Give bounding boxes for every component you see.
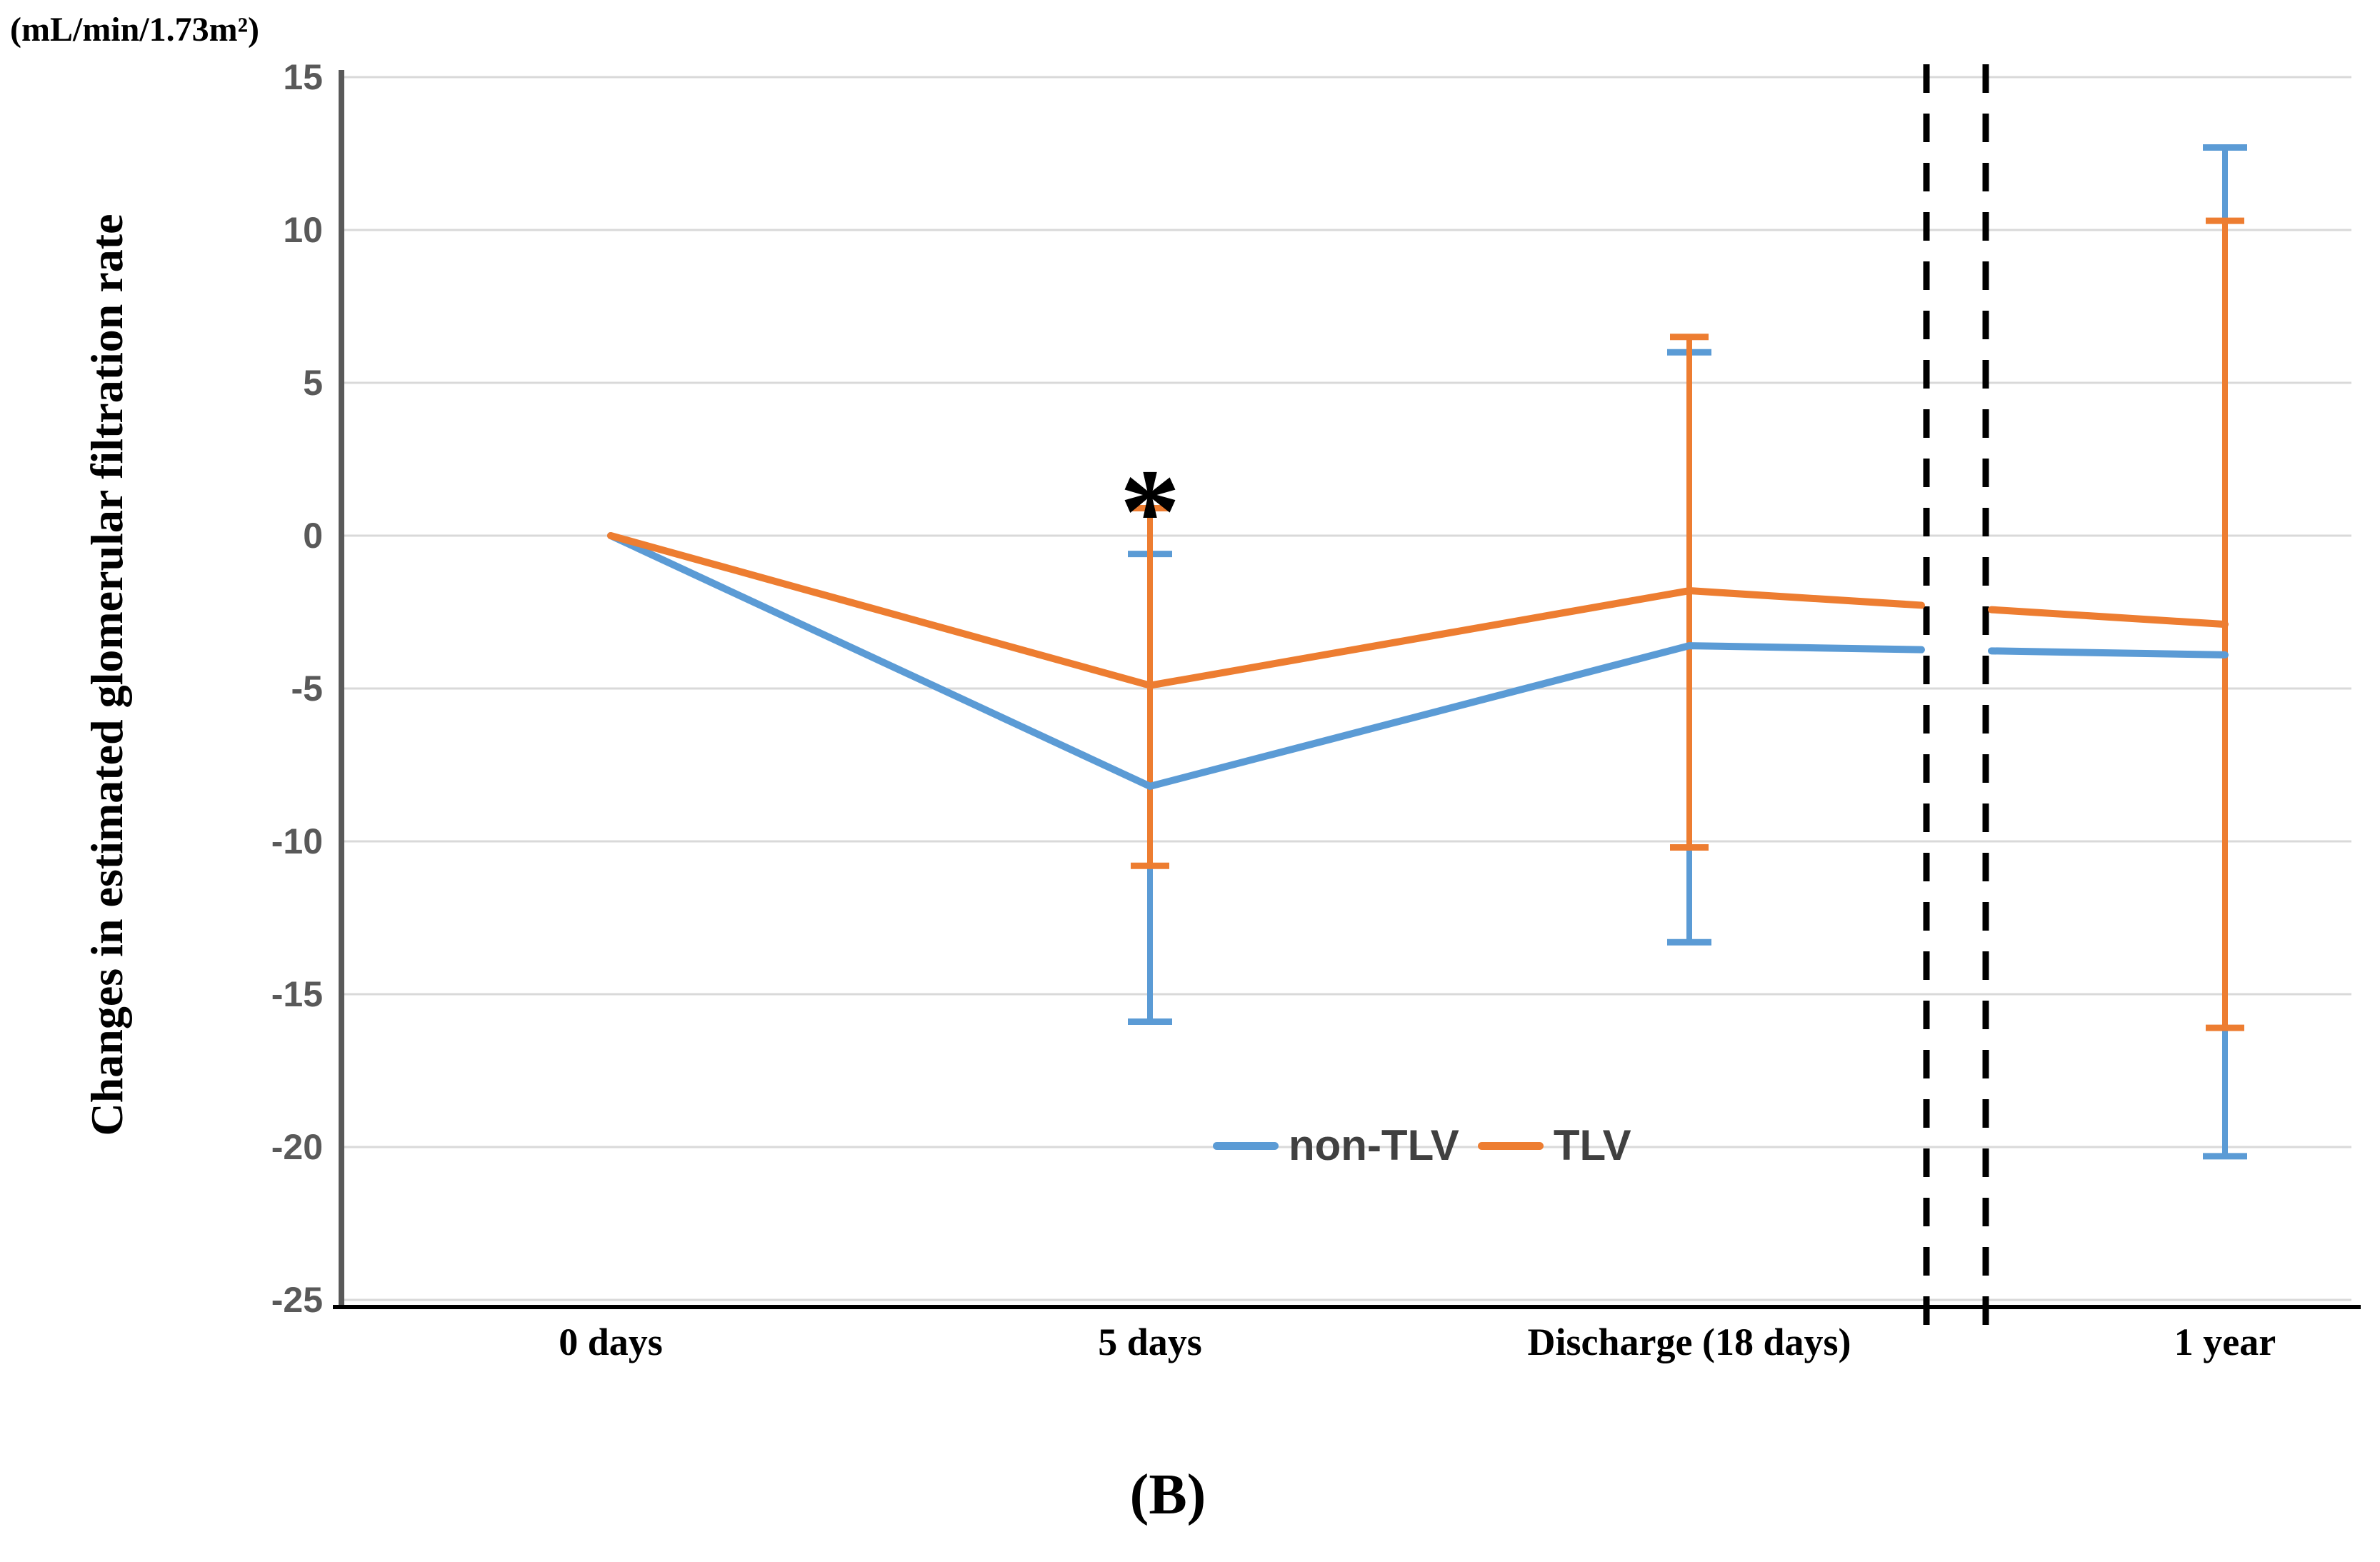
y-axis-unit-label: (mL/min/1.73m²) <box>10 11 260 49</box>
y-tick-label: 0 <box>303 516 323 556</box>
y-tick-label: 5 <box>303 363 323 403</box>
y-tick-label: -25 <box>271 1280 323 1320</box>
x-category-label-0-days: 0 days <box>559 1321 663 1363</box>
y-tick-label: -20 <box>271 1127 323 1167</box>
series-line-TLV-after-break <box>1988 606 2229 629</box>
y-axis-title: Changes in estimated glomerular filtrati… <box>81 214 132 1136</box>
non-tlv-line-swatch <box>1213 1141 1279 1150</box>
x-category-label-1-year: 1 year <box>2174 1321 2276 1363</box>
panel-caption: (B) <box>1129 1463 1206 1526</box>
series-line-TLV <box>607 532 1925 689</box>
x-category-label-discharge: Discharge (18 days) <box>1527 1321 1851 1363</box>
y-tick-label: -5 <box>291 669 323 709</box>
series-line-non-TLV-after-break <box>1988 647 2229 659</box>
legend: non-TLV TLV <box>1213 1118 1631 1173</box>
y-tick-label: -10 <box>271 821 323 861</box>
series-line-non-TLV <box>607 532 1925 790</box>
legend-label-non-tlv: non-TLV <box>1289 1121 1459 1169</box>
legend-item-non-tlv: non-TLV <box>1213 1118 1459 1173</box>
y-tick-label: 15 <box>283 57 323 97</box>
x-category-label-5-days: 5 days <box>1098 1321 1202 1363</box>
legend-label-tlv: TLV <box>1553 1121 1631 1169</box>
legend-item-tlv: TLV <box>1477 1118 1631 1173</box>
y-tick-label: -15 <box>271 974 323 1014</box>
y-tick-label: 10 <box>283 210 323 250</box>
tlv-line-swatch <box>1477 1141 1544 1150</box>
significance-asterisk: * <box>1120 444 1181 579</box>
